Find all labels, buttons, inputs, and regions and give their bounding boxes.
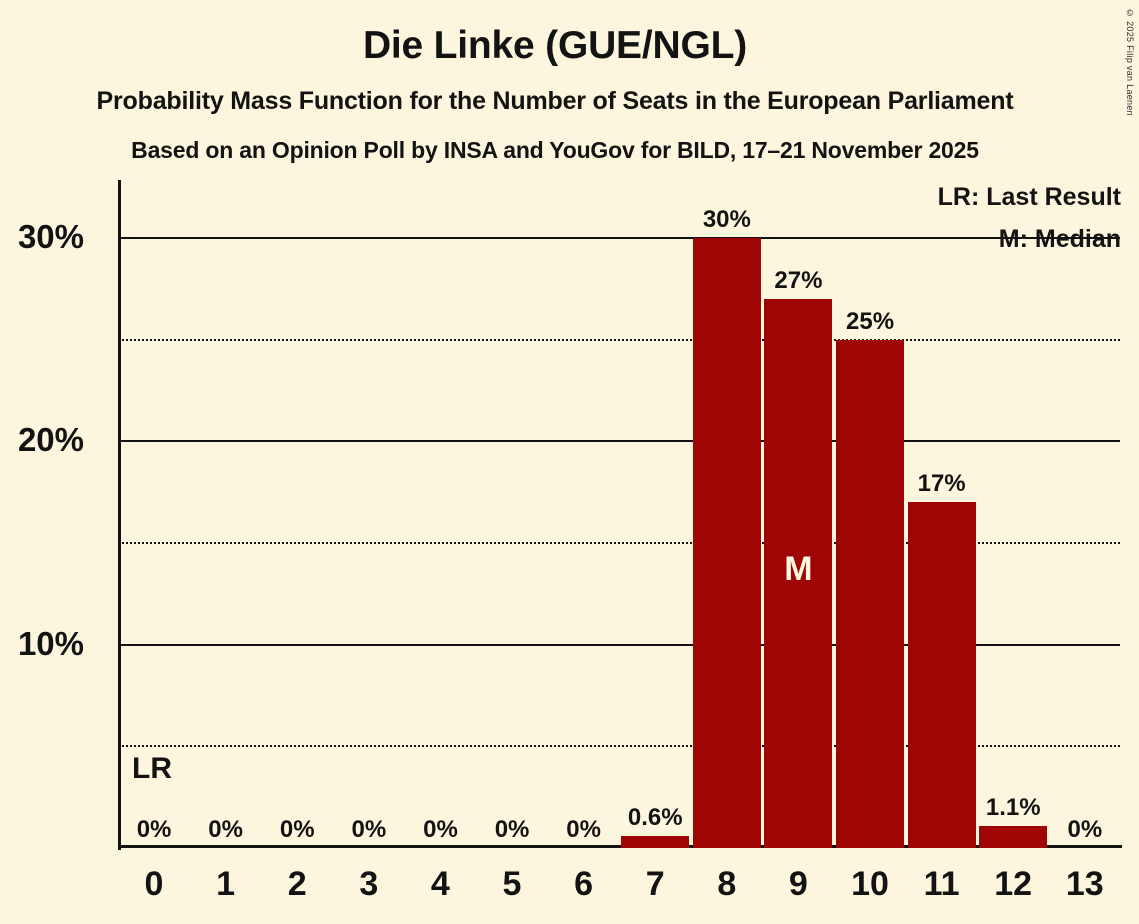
plot-area: 0% 0% 0% 0% 0% 0% 0% 0.6% 30% 27% 25% 17% 1.1% 0% M [118, 180, 1120, 848]
bar-value-label-seat-0: 0% [136, 816, 172, 843]
bar-value-label-seat-11: 17% [917, 470, 966, 498]
x-tick-label-3: 3 [359, 865, 379, 903]
y-axis-line [118, 180, 121, 850]
bar-value-label-seat-2: 0% [279, 816, 315, 843]
bar-value-label-seat-5: 0% [494, 816, 530, 843]
bar-value-label-seat-12: 1.1% [985, 793, 1041, 821]
x-tick-label-11: 11 [923, 865, 960, 903]
gridline-minor-5 [118, 745, 1120, 748]
y-tick-label-30: 30% [17, 217, 84, 255]
bar-seat-11[interactable] [907, 502, 976, 848]
x-tick-label-9: 9 [788, 865, 808, 903]
bar-value-label-seat-8: 30% [702, 205, 751, 233]
bar-value-label-seat-13: 0% [1067, 816, 1103, 843]
gridline-major-20 [118, 440, 1120, 443]
chart-source-line: Based on an Opinion Poll by INSA and You… [131, 137, 979, 163]
bar-value-label-seat-7: 0.6% [627, 803, 683, 831]
gridline-major-10 [118, 643, 1120, 646]
x-tick-label-5: 5 [502, 865, 522, 903]
bar-seat-12[interactable] [979, 825, 1048, 848]
x-tick-label-4: 4 [430, 865, 450, 903]
x-tick-label-2: 2 [287, 865, 307, 903]
last-result-marker: LR [132, 752, 172, 786]
x-tick-label-6: 6 [574, 865, 594, 903]
bar-seat-8[interactable] [692, 237, 761, 848]
x-axis-line [118, 845, 1122, 848]
bar-value-label-seat-6: 0% [566, 816, 601, 843]
x-tick-label-0: 0 [144, 865, 164, 903]
y-tick-label-10: 10% [17, 624, 84, 662]
chart-title: Die Linke (GUE/NGL) [362, 24, 748, 67]
chart-subtitle: Probability Mass Function for the Number… [96, 87, 1014, 115]
x-tick-label-12: 12 [994, 865, 1033, 903]
legend-last-result: LR: Last Result [937, 183, 1121, 211]
x-tick-label-13: 13 [1065, 865, 1104, 903]
gridline-minor-25 [118, 338, 1120, 341]
bar-value-label-seat-4: 0% [423, 816, 458, 843]
legend-median: M: Median [998, 225, 1121, 253]
x-tick-label-1: 1 [216, 865, 236, 903]
bar-seat-10[interactable] [836, 339, 905, 848]
bar-seat-7[interactable] [621, 835, 690, 848]
median-marker: M [784, 550, 813, 589]
bar-value-label-seat-10: 25% [846, 307, 895, 335]
bar-value-label-seat-1: 0% [208, 816, 243, 843]
gridline-major-30 [118, 236, 1120, 239]
bar-seat-9[interactable] [764, 298, 833, 848]
x-tick-label-8: 8 [717, 865, 737, 903]
bar-value-label-seat-3: 0% [351, 816, 387, 843]
gridline-minor-15 [118, 541, 1120, 544]
x-tick-label-7: 7 [645, 865, 665, 903]
y-tick-label-20: 20% [17, 421, 84, 459]
copyright-notice: © 2025 Filip van Laenen [1125, 8, 1135, 116]
x-tick-label-10: 10 [851, 865, 889, 903]
bar-value-label-seat-9: 27% [774, 266, 823, 294]
